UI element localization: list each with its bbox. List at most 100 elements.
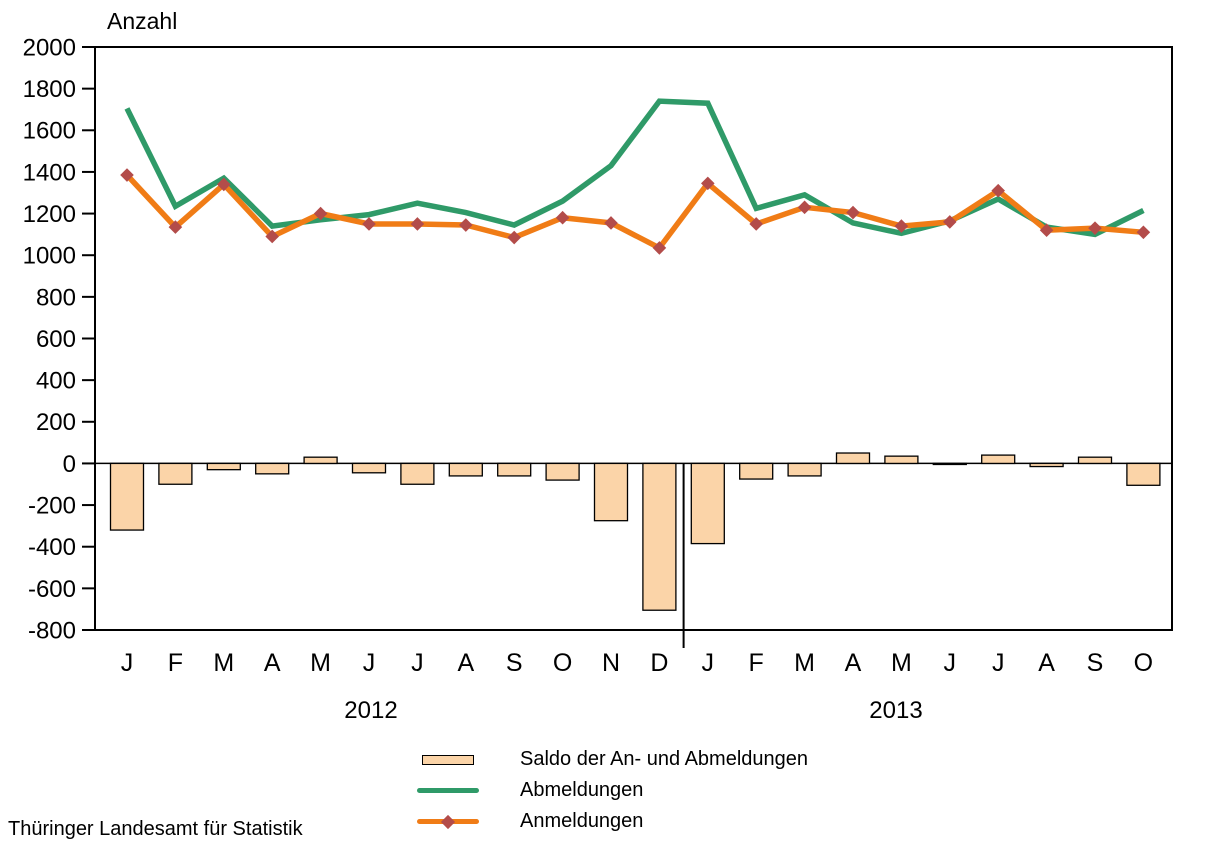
y-axis-tick-label: 1000: [23, 243, 76, 270]
y-axis-tick-label: -800: [28, 617, 76, 644]
y-axis-tick-label: 1200: [23, 201, 76, 228]
x-axis-month-label: O: [1134, 649, 1153, 677]
y-axis-tick-label: 800: [36, 284, 76, 311]
anmeldungen-line: [124, 173, 1144, 252]
saldo-bar-swatch-icon: [404, 754, 492, 765]
abmeldungen-line: [124, 98, 1145, 238]
saldo-bar: [158, 462, 193, 485]
saldo-bar: [690, 462, 725, 545]
anmeldungen-marker-diamond: [604, 216, 618, 230]
y-axis-tick-label: -600: [28, 576, 76, 603]
y-axis-tick-label: 1800: [23, 76, 76, 103]
x-axis-month-label: M: [213, 649, 234, 677]
anmeldungen-marker-diamond: [313, 206, 328, 221]
saldo-bar: [1029, 462, 1064, 468]
x-axis-month-label: D: [650, 649, 668, 677]
x-axis-month-label: M: [794, 649, 815, 677]
saldo-bar: [109, 462, 145, 531]
x-axis-month-label: N: [602, 649, 620, 677]
legend-item-anmeldungen: Anmeldungen: [404, 806, 808, 837]
anmeldungen-marker-diamond: [1039, 223, 1054, 238]
x-axis-year-label-2012: 2012: [344, 697, 397, 724]
anmeldungen-marker-diamond: [991, 183, 1005, 198]
anmeldungen-marker-diamond: [1136, 225, 1151, 240]
x-axis-month-label: F: [168, 649, 183, 677]
anmeldungen-marker-diamond: [943, 215, 957, 229]
legend-label-anmeldungen: Anmeldungen: [520, 810, 644, 832]
plot-frame: [94, 46, 1173, 631]
legend-item-abmeldungen: Abmeldungen: [404, 775, 808, 806]
anmeldungen-marker-diamond: [894, 219, 909, 233]
anmeldungen-marker-diamond: [217, 177, 231, 192]
saldo-bar: [400, 462, 435, 485]
saldo-bar: [642, 462, 677, 611]
chart-legend: Saldo der An- und Abmeldungen Abmeldunge…: [404, 744, 808, 837]
saldo-bar: [351, 462, 387, 474]
x-axis-month-label: F: [749, 649, 764, 677]
saldo-bar: [932, 462, 967, 466]
anmeldungen-marker-diamond: [846, 205, 860, 220]
anmeldungen-marker-diamond: [652, 241, 667, 255]
saldo-bar: [1126, 462, 1161, 486]
x-axis-month-label: S: [506, 649, 523, 677]
x-axis-month-label: J: [363, 649, 376, 677]
saldo-bar: [545, 462, 580, 481]
x-axis-month-label: J: [702, 649, 715, 677]
x-axis-month-label: A: [457, 649, 474, 677]
legend-label-abmeldungen: Abmeldungen: [520, 779, 644, 801]
x-axis-month-label: A: [264, 649, 281, 677]
y-axis-tick-label: 2000: [23, 34, 76, 61]
anmeldungen-marker-diamond: [168, 220, 183, 234]
saldo-bar: [448, 462, 483, 477]
saldo-bar: [884, 455, 919, 465]
x-axis-month-label: J: [411, 649, 424, 677]
saldo-bar: [981, 454, 1016, 465]
legend-label-saldo: Saldo der An- und Abmeldungen: [520, 748, 808, 770]
saldo-bar: [739, 462, 774, 480]
x-axis-month-label: J: [944, 649, 957, 677]
x-axis-month-label: A: [845, 649, 862, 677]
saldo-bar: [206, 462, 241, 471]
anmeldungen-line-swatch-icon: [404, 814, 492, 829]
saldo-bar: [497, 462, 532, 477]
y-axis-tick-label: -200: [28, 492, 76, 519]
saldo-bar: [255, 462, 290, 475]
x-axis-month-label: J: [121, 649, 134, 677]
x-axis-month-label: S: [1087, 649, 1104, 677]
y-axis-tick-label: -400: [28, 534, 76, 561]
anmeldungen-marker-diamond: [410, 217, 425, 231]
anmeldungen-marker-diamond: [797, 200, 812, 215]
anmeldungen-marker-diamond: [459, 218, 473, 232]
anmeldungen-marker-diamond: [507, 230, 521, 245]
legend-item-saldo: Saldo der An- und Abmeldungen: [404, 744, 808, 775]
x-axis-month-label: O: [553, 649, 572, 677]
saldo-bar: [1077, 456, 1113, 465]
y-axis-tick-label: 400: [36, 368, 76, 395]
saldo-bar: [787, 462, 822, 477]
y-axis-title: Anzahl: [107, 8, 178, 34]
y-axis-tick-label: 200: [36, 409, 76, 436]
x-axis-month-label: A: [1038, 649, 1055, 677]
anmeldungen-marker-diamond: [265, 229, 279, 244]
saldo-bar: [835, 452, 871, 465]
anmeldungen-marker-diamond: [555, 210, 570, 225]
y-axis-tick-label: 1400: [23, 159, 76, 186]
anmeldungen-marker-diamond: [701, 176, 715, 191]
y-axis-tick-label: 1600: [23, 118, 76, 145]
saldo-bar: [593, 462, 629, 522]
anmeldungen-marker-diamond: [362, 217, 376, 231]
anmeldungen-marker-diamond: [749, 217, 763, 231]
plot-svg: 2000180016001400120010008006004002000-20…: [23, 34, 1173, 724]
x-axis-month-label: M: [891, 649, 912, 677]
source-attribution: Thüringer Landesamt für Statistik: [8, 818, 303, 840]
y-axis-tick-label: 600: [36, 326, 76, 353]
x-axis-month-label: J: [992, 649, 1005, 677]
anmeldungen-marker-diamond: [1088, 221, 1102, 235]
x-axis-month-label: M: [310, 649, 331, 677]
x-axis-year-label-2013: 2013: [869, 697, 922, 724]
y-axis-tick-label: 0: [63, 451, 76, 478]
abmeldungen-line-swatch-icon: [404, 788, 492, 793]
saldo-bar: [303, 456, 338, 465]
anmeldungen-marker-diamond: [120, 168, 134, 182]
